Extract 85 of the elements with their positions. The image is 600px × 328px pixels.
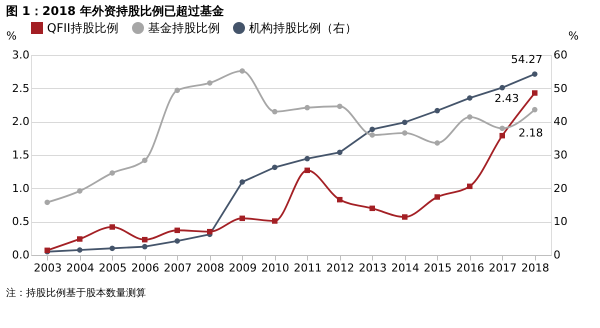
point	[77, 188, 82, 194]
point	[207, 80, 212, 86]
point	[370, 206, 375, 212]
point	[467, 184, 472, 190]
y-tick-label: 2.0	[12, 115, 30, 128]
legend-label: 机构持股比例（右）	[249, 21, 357, 35]
point	[532, 71, 538, 77]
point	[500, 126, 505, 132]
point	[337, 150, 342, 156]
point	[370, 126, 375, 132]
point	[304, 168, 310, 174]
point	[240, 216, 245, 222]
point	[77, 236, 82, 242]
x-tick-label: 2004	[66, 262, 94, 274]
x-tick-label: 2013	[358, 262, 387, 274]
point	[337, 196, 342, 202]
data-label: 2.18	[518, 126, 543, 140]
y-tick-label: 1.5	[12, 148, 30, 162]
x-tick-label: 2008	[196, 262, 224, 274]
point	[532, 106, 538, 112]
point	[142, 244, 148, 250]
point	[44, 200, 50, 206]
point	[337, 104, 342, 110]
point	[272, 108, 278, 114]
x-tick-label: 2003	[34, 262, 62, 274]
data-label: 2.43	[494, 92, 519, 105]
x-tick-label: 2015	[424, 262, 452, 274]
y-axis-title: %	[6, 30, 17, 42]
point	[402, 130, 408, 136]
x-tick-label: 2016	[456, 262, 484, 274]
point	[304, 104, 310, 110]
point	[532, 90, 538, 96]
point	[110, 224, 115, 230]
point	[240, 68, 245, 74]
y2-tick-label: 40	[554, 115, 568, 128]
point	[142, 236, 148, 242]
point	[110, 246, 115, 252]
point	[174, 88, 180, 94]
point	[272, 218, 278, 224]
y2-axis-title: %	[568, 30, 579, 42]
point	[240, 179, 245, 185]
x-tick-label: 2014	[391, 262, 420, 274]
x-tick-label: 2010	[261, 262, 290, 274]
y-tick-label: 0.5	[12, 215, 30, 228]
y-tick-label: 0.0	[12, 248, 30, 262]
legend-label: QFII持股比例	[47, 21, 118, 35]
y-tick-label: 3.0	[12, 48, 30, 62]
point	[272, 164, 278, 170]
x-tick-label: 2011	[294, 262, 322, 274]
data-label: 54.27	[511, 53, 542, 66]
x-tick-label: 2012	[326, 262, 354, 274]
point	[207, 228, 212, 234]
point	[500, 84, 505, 90]
point	[434, 194, 440, 200]
chart-title: 图 1：2018 年外资持股比例已超过基金	[6, 4, 225, 18]
text: 注：持股比例基于股本数量测算	[6, 287, 146, 299]
y-tick-label: 2.5	[12, 82, 30, 95]
x-tick-label: 2017	[488, 262, 517, 274]
point	[174, 238, 180, 244]
x-tick-label: 2018	[521, 262, 550, 274]
point	[434, 108, 440, 114]
point	[77, 247, 82, 253]
point	[304, 156, 310, 162]
point	[370, 132, 375, 138]
x-tick-label: 2005	[98, 262, 127, 274]
x-tick-label: 2009	[228, 262, 257, 274]
point	[142, 158, 148, 164]
y2-tick-label: 60	[554, 48, 568, 62]
legend-label: 基金持股比例	[148, 21, 220, 35]
point	[402, 120, 408, 126]
x-tick-label: 2006	[131, 262, 160, 274]
y2-tick-label: 10	[554, 215, 568, 228]
point	[467, 95, 472, 101]
x-tick-label: 2007	[164, 262, 192, 274]
y2-tick-label: 0	[554, 248, 560, 262]
y-tick-label: 1.0	[12, 182, 30, 195]
point	[402, 214, 408, 220]
y2-tick-label: 30	[554, 148, 568, 162]
point	[174, 228, 180, 234]
point	[500, 132, 505, 138]
y2-tick-label: 20	[554, 182, 568, 195]
point	[467, 114, 472, 120]
y2-tick-label: 50	[554, 82, 568, 95]
point	[110, 170, 115, 176]
point	[434, 140, 440, 146]
